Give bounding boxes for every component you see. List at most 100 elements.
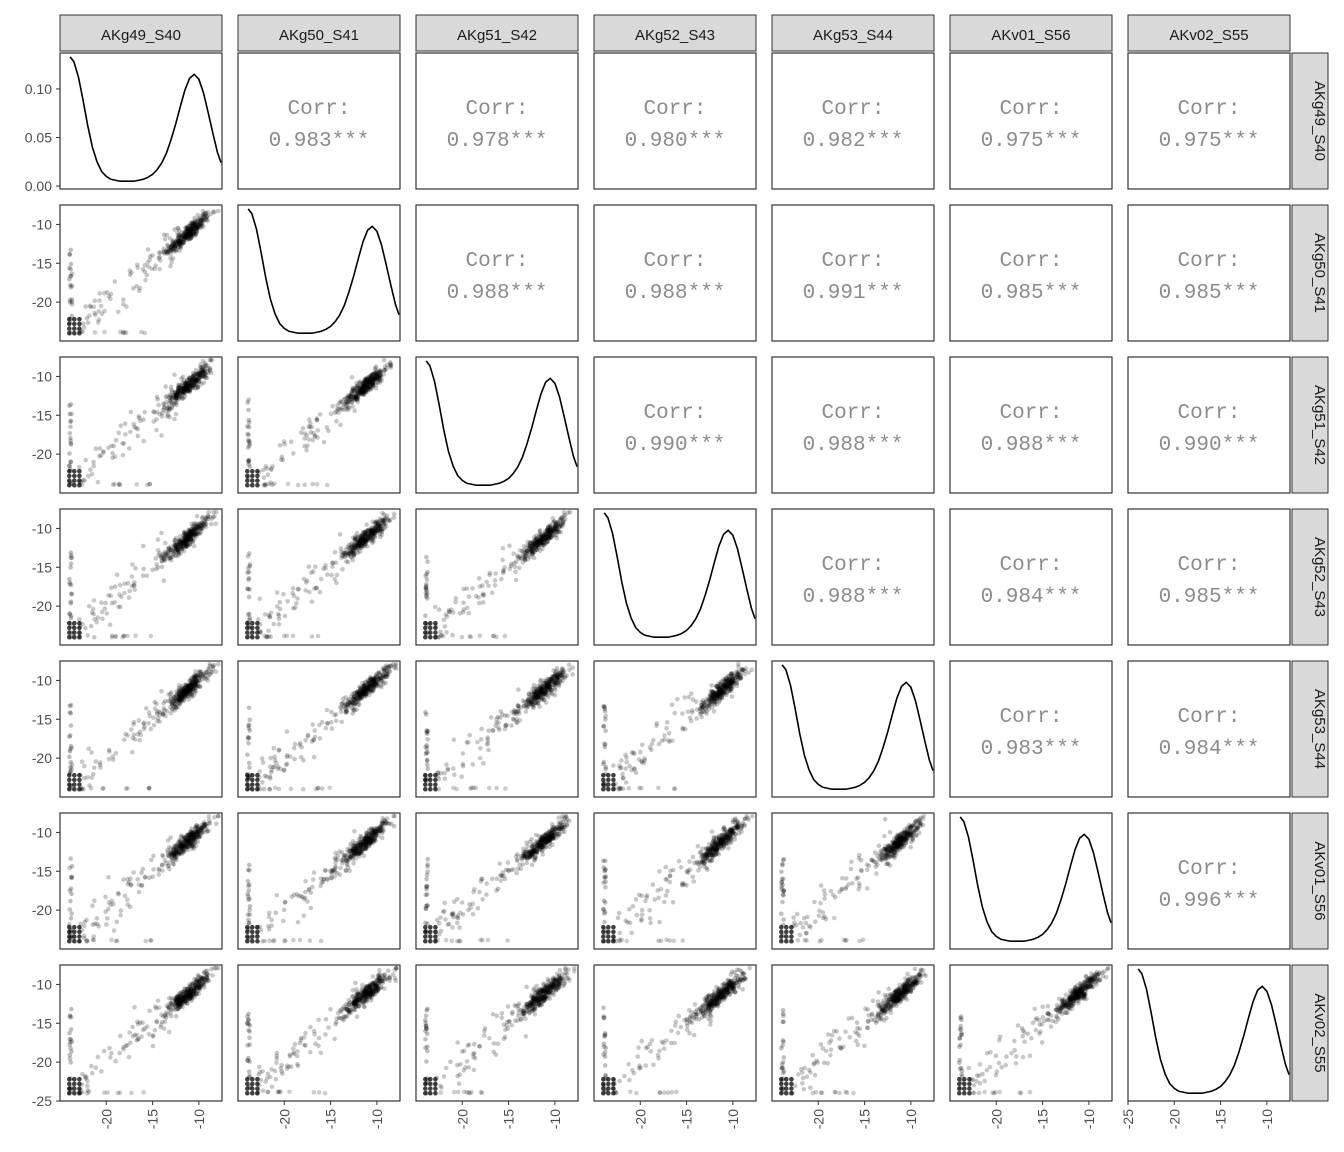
scatter-point [201, 216, 206, 222]
corr-label: Corr: [643, 250, 706, 273]
scatter-point [113, 634, 118, 640]
scatter-point [493, 723, 498, 729]
scatter-point [68, 442, 74, 447]
corr-value: 0.984*** [981, 586, 1082, 609]
scatter-point [67, 282, 73, 288]
scatter-point [433, 625, 438, 631]
scatter-point [365, 686, 371, 691]
scatter-point [182, 236, 187, 241]
column-strip-label: AKv02_S55 [1169, 27, 1248, 44]
scatter-point [201, 518, 207, 524]
scatter-point [119, 594, 124, 600]
scatter-point [168, 710, 174, 716]
scatter-point [205, 369, 210, 374]
scatter-point [151, 853, 156, 859]
scatter-point [337, 532, 343, 537]
scatter-point [143, 277, 148, 283]
scatter-point [687, 715, 693, 721]
scatter-point [197, 225, 202, 231]
scatter-point [735, 671, 740, 677]
scatter-point [192, 386, 198, 391]
scatter-point [83, 457, 88, 463]
scatter-point [656, 785, 661, 791]
scatter-point [203, 363, 209, 369]
panel-3-5: Corr:0.984*** [949, 508, 1113, 646]
scatter-point [308, 570, 314, 575]
scatter-point [181, 383, 186, 389]
scatter-point [169, 400, 175, 406]
scatter-point [182, 386, 187, 391]
scatter-point [154, 701, 159, 707]
scatter-point [166, 404, 172, 410]
scatter-point [185, 228, 191, 233]
scatter-point [212, 514, 217, 519]
scatter-point [193, 381, 199, 387]
scatter-point [190, 385, 195, 390]
scatter-point [362, 392, 367, 397]
scatter-point [515, 703, 521, 709]
scatter-point [118, 912, 123, 918]
row-strip-label: AKg50_S41 [1311, 233, 1328, 313]
scatter-point [193, 224, 199, 230]
scatter-point [186, 386, 191, 391]
scatter-point [211, 509, 216, 515]
scatter-point [190, 223, 196, 229]
scatter-point [274, 590, 280, 595]
scatter-point [182, 387, 187, 393]
scatter-point [68, 459, 74, 465]
corr-value: 0.985*** [1159, 586, 1260, 609]
scatter-point [495, 714, 501, 720]
scatter-point [425, 766, 431, 772]
scatter-point [181, 389, 186, 395]
scatter-point [499, 576, 504, 582]
scatter-point [266, 634, 272, 639]
scatter-point [197, 221, 202, 226]
corr-label: Corr: [1177, 706, 1240, 729]
scatter-point [174, 393, 179, 399]
scatter-point [381, 367, 387, 373]
scatter-point [169, 690, 174, 695]
scatter-point [186, 231, 191, 237]
scatter-point [182, 386, 188, 392]
scatter-point [182, 385, 187, 390]
scatter-point [184, 235, 190, 240]
scatter-point [475, 739, 480, 745]
scatter-point [187, 375, 192, 381]
scatter-point [122, 590, 127, 596]
column-strip [237, 14, 401, 52]
scatter-point [91, 304, 96, 310]
scatter-point [176, 683, 182, 688]
scatter-point [184, 232, 189, 237]
scatter-point [208, 211, 214, 217]
scatter-point [638, 749, 643, 755]
scatter-point [68, 743, 74, 749]
scatter-point [77, 620, 82, 626]
scatter-point [363, 378, 368, 383]
scatter-point [135, 433, 141, 439]
scatter-point [187, 377, 193, 382]
scatter-point [199, 368, 204, 373]
scatter-point [200, 373, 206, 378]
scatter-point [125, 897, 130, 903]
scatter-point [188, 233, 193, 238]
scatter-point [134, 262, 140, 268]
corr-label: Corr: [643, 98, 706, 121]
scatter-point [176, 235, 181, 241]
scatter-point [174, 395, 179, 401]
scatter-point [182, 844, 188, 849]
scatter-point [467, 634, 473, 639]
scatter-point [425, 569, 430, 575]
scatter-point [374, 527, 380, 533]
scatter-point [183, 386, 189, 392]
scatter-point [492, 583, 498, 588]
scatter-point [185, 387, 191, 392]
scatter-point [558, 517, 563, 522]
scatter-point [175, 842, 180, 847]
scatter-point [161, 246, 166, 252]
scatter-point [492, 578, 498, 583]
scatter-point [255, 473, 260, 479]
corr-value: 0.983*** [269, 130, 370, 153]
scatter-point [424, 758, 430, 763]
scatter-point [428, 630, 433, 635]
scatter-point [141, 543, 146, 549]
